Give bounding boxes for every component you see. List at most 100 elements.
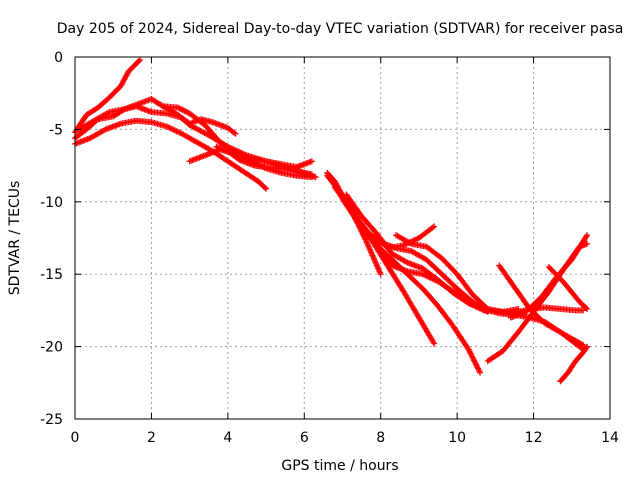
data-point [584,343,591,350]
data-point [430,339,437,346]
series-track-20 [557,343,591,385]
data-point [468,353,475,360]
data-point [429,224,436,231]
y-tick-label: 0 [54,50,63,66]
series-track-3 [72,117,270,192]
plot-frame [74,56,611,420]
data-point [124,71,131,78]
data-point [135,57,142,64]
data-point [432,277,439,284]
data-point [422,272,429,279]
data-point [431,340,438,347]
data-point [475,365,482,372]
data-point [429,275,436,282]
data-point [117,82,124,89]
y-tick-label: -5 [49,122,63,138]
data-point [101,127,108,134]
y-tick-label: -10 [40,195,63,211]
x-tick-label: 2 [147,430,156,446]
x-tick-label: 6 [300,430,309,446]
data-point [421,271,428,278]
data-point [105,109,112,116]
data-point [419,271,426,278]
data-point [431,223,438,230]
data-point [119,79,126,86]
series-track-18 [507,232,591,321]
data-point [580,342,587,349]
data-point [118,81,125,88]
series-track-11 [331,184,491,315]
data-point [406,240,413,247]
data-point [515,305,522,312]
x-tick-label: 4 [223,430,232,446]
data-point [176,129,183,136]
data-point [468,351,475,358]
data-point [583,344,590,351]
data-point [122,75,129,82]
y-tick-label: -25 [40,412,63,428]
data-point [474,364,481,371]
series-track-15 [393,232,522,315]
data-point [584,240,591,247]
data-point [402,241,409,248]
data-point [584,305,591,312]
series-track-19 [545,263,591,312]
data-point [173,128,180,135]
points-layer [72,56,591,385]
data-point [361,233,368,240]
data-point [472,360,479,367]
data-point [169,126,176,133]
data-point [483,304,490,311]
data-point [473,361,480,368]
data-point [122,73,129,80]
data-point [583,233,590,240]
data-point [308,171,315,178]
data-point [430,276,437,283]
data-point [471,358,478,365]
data-point [582,304,589,311]
x-axis-label: GPS time / hours [281,458,398,474]
data-point [119,80,126,87]
data-point [136,56,143,63]
data-point [425,273,432,280]
data-point [423,273,430,280]
data-point [470,356,477,363]
data-point [476,368,483,375]
data-point [121,76,128,83]
ticks-layer: 0 2 4 6 8 10 12 14 0 -5 -10 -15 -20 -25 [40,50,619,446]
y-tick-label: -20 [40,340,63,356]
series-track-1 [72,56,143,136]
x-tick-label: 14 [601,430,619,446]
data-point [163,123,170,130]
data-point [413,236,420,243]
data-point [359,231,366,238]
data-point [232,130,239,137]
data-point [467,350,474,357]
x-tick-label: 10 [448,430,466,446]
data-point [120,77,127,84]
y-tick-label: -15 [40,267,63,283]
data-point [308,158,315,165]
data-point [578,341,585,348]
data-point [403,258,410,265]
data-point [123,72,130,79]
data-point [263,185,270,192]
chart-title: Day 205 of 2024, Sidereal Day-to-day VTE… [57,21,624,37]
data-point [174,128,181,135]
data-point [166,124,173,131]
data-point [172,127,179,134]
x-tick-label: 8 [376,430,385,446]
data-point [473,362,480,369]
data-point [475,366,482,373]
data-point [400,242,407,249]
data-point [477,369,484,376]
data-point [167,125,174,132]
grid-layer [75,57,610,419]
data-point [377,271,384,278]
series-track-7 [213,143,315,178]
x-tick-label: 12 [525,430,543,446]
x-tick-label: 0 [71,430,80,446]
data-point [426,274,433,281]
data-point [471,357,478,364]
